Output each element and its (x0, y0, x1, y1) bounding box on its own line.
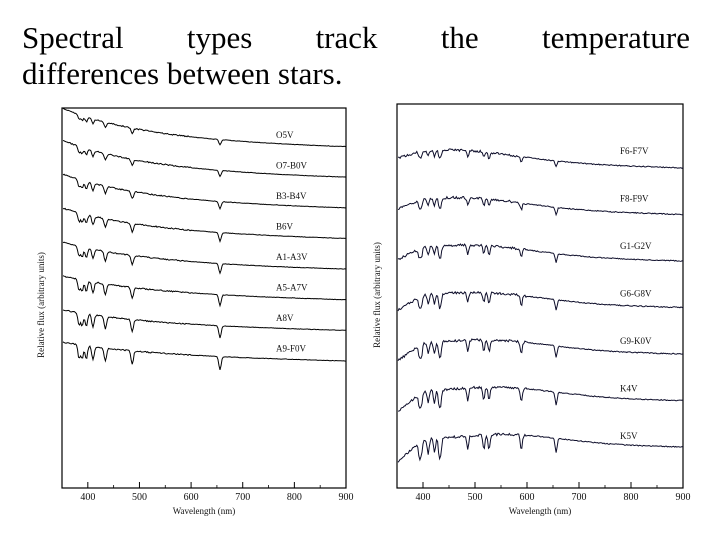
spectral-type-label: O7-B0V (276, 161, 307, 171)
plot-frame (61, 107, 347, 489)
spectrum-line (62, 207, 347, 244)
x-tick-label: 700 (235, 492, 250, 503)
y-axis-label: Relative flux (arbitrary units) (372, 242, 382, 348)
spectrum-line (62, 107, 347, 148)
spectrum-line (397, 290, 684, 312)
x-axis-label: Wavelength (nm) (509, 506, 572, 516)
spectral-type-label: A5-A7V (276, 283, 308, 293)
spectrum-line (62, 140, 347, 178)
x-tick-label: 400 (416, 492, 431, 503)
chart-panel-early-types: 400 500 600 700 800 900 Wavelength (nm) Relativ… (36, 107, 354, 516)
spectral-type-label: B3-B4V (276, 191, 307, 201)
x-tick-label: 800 (287, 492, 302, 503)
plot-frame (396, 103, 684, 489)
spectrum-line (62, 173, 347, 211)
spectral-type-label: A1-A3V (276, 252, 308, 262)
spectral-type-label: B6V (276, 222, 294, 232)
title-line-1: Spectral types track the temperature (22, 20, 690, 55)
x-tick-label: 900 (676, 492, 691, 503)
spectral-type-label: G6-G8V (620, 289, 652, 299)
spectral-type-label: K4V (620, 384, 638, 394)
x-tick-label: 600 (184, 492, 199, 503)
x-axis-label: Wavelength (nm) (173, 506, 236, 516)
spectrum-line (62, 309, 346, 339)
title-line-2: differences between stars. (22, 56, 343, 91)
spectrum-line (62, 275, 347, 308)
x-tick-label: 600 (520, 492, 535, 503)
spectral-type-label: G9-K0V (620, 336, 652, 346)
spectral-type-label: A8V (276, 313, 294, 323)
spectrum-line (398, 148, 684, 170)
spectral-type-label: K5V (620, 431, 638, 441)
x-tick-label: 400 (80, 492, 95, 503)
spectral-type-label: O5V (276, 130, 294, 140)
spectral-type-label: A9-F0V (276, 344, 307, 354)
spectral-type-label: F8-F9V (620, 194, 649, 204)
spectrum-line (397, 338, 684, 362)
x-tick-label: 500 (132, 492, 147, 503)
spectral-type-label: G1-G2V (620, 241, 652, 251)
x-tick-label: 500 (468, 492, 483, 503)
spectrum-line (397, 195, 684, 217)
x-tick-label: 900 (339, 492, 354, 503)
slide-title: Spectral types track the temperature dif… (22, 20, 690, 92)
spectral-type-label: F6-F7V (620, 146, 649, 156)
chart-panel-late-types: 400 500 600 700 800 900 Wavelength (nm) Relativ… (372, 103, 691, 516)
spectrum-line (397, 432, 684, 463)
spectrum-line (397, 243, 684, 263)
spectrum-line (397, 385, 684, 412)
spectrum-line (62, 241, 347, 275)
x-tick-label: 800 (624, 492, 639, 503)
spectrum-line (62, 341, 346, 371)
x-tick-label: 700 (572, 492, 587, 503)
y-axis-label: Relative flux (arbitrary units) (36, 252, 46, 358)
